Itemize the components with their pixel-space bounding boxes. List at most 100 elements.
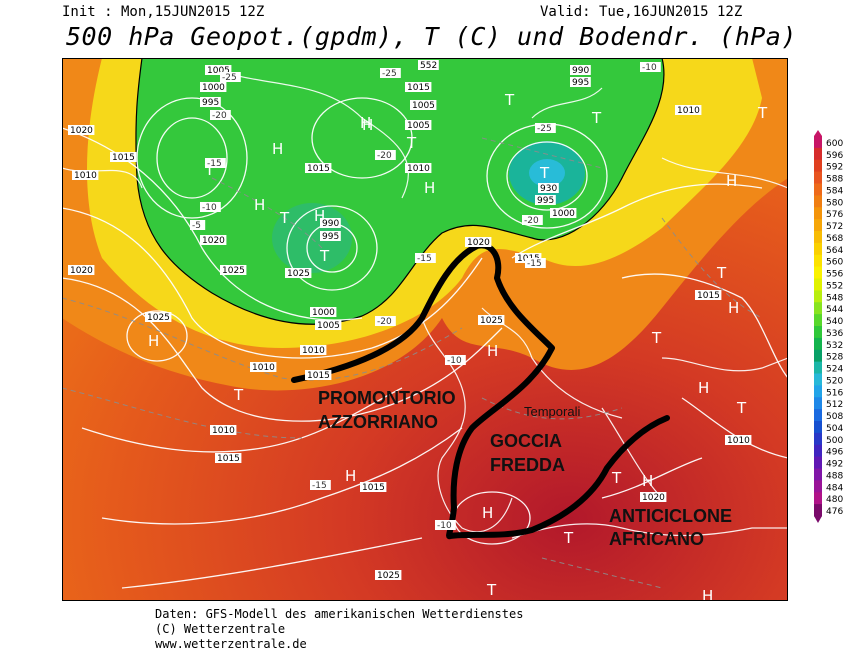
isobar-label: 1010 (677, 106, 700, 116)
low-center: T (591, 109, 602, 127)
legend-swatch (814, 147, 822, 161)
legend-tick: 524 (826, 365, 843, 375)
legend-swatch (814, 373, 822, 386)
isobar-label-bg (695, 290, 722, 300)
isobar-label: 1025 (147, 313, 170, 323)
isobar-label: 1000 (312, 308, 335, 318)
footer-line-2: (C) Wetterzentrale (155, 622, 286, 636)
isotherm-label-bg (535, 123, 556, 133)
isotherm-label-bg (200, 202, 221, 212)
isotherm-label: -20 (377, 317, 392, 327)
isobar-label: 1010 (302, 346, 325, 356)
isobar-label: 1015 (217, 454, 240, 464)
map-title: 500 hPa Geopot.(gpdm), T (C) und Bodendr… (66, 22, 797, 51)
isobar-label: 1010 (212, 426, 235, 436)
isotherm-label: -15 (417, 254, 432, 264)
legend-tick: 544 (826, 305, 843, 315)
isobar-label-bg (550, 208, 577, 218)
low-center: T (504, 91, 515, 109)
isobar-label-bg (250, 362, 277, 372)
high-center: H (482, 504, 493, 522)
isobar-label-bg (725, 435, 752, 445)
high-center: H (254, 196, 265, 214)
isobar-label-bg (360, 482, 387, 492)
high-center: H (726, 172, 737, 190)
legend-swatch (814, 444, 822, 458)
isotherm-label: -25 (382, 69, 397, 79)
legend-swatch (814, 468, 822, 481)
legend-swatch (814, 421, 822, 434)
isobar-label: 1010 (74, 171, 97, 181)
legend-swatch (814, 492, 822, 505)
legend-swatch (814, 290, 822, 303)
isotherm-label: -5 (192, 221, 201, 231)
isotherm-label: -15 (207, 159, 222, 169)
high-center: H (702, 587, 713, 601)
legend-tick: 476 (826, 507, 843, 517)
legend-tick: 536 (826, 329, 843, 339)
anticiclone-label-2: AFRICANO (609, 529, 704, 549)
legend-tick: 572 (826, 222, 843, 232)
high-center: H (642, 472, 653, 490)
isobar-label: 1025 (377, 571, 400, 581)
isobar-label: 1005 (412, 101, 435, 111)
legend-swatch (814, 314, 822, 327)
isotherm-label: -25 (222, 73, 237, 83)
legend-swatch (814, 171, 822, 184)
legend-tick: 512 (826, 400, 843, 410)
legend-swatch (814, 195, 822, 208)
isobar-label-bg (570, 65, 591, 75)
isotherm-label: -10 (642, 63, 657, 73)
isobar-label-bg (205, 65, 232, 75)
isotherm-label: -20 (212, 111, 227, 121)
isobar-label: 1010 (727, 436, 750, 446)
isobar-label: 1020 (70, 266, 93, 276)
isobar-label: 995 (322, 232, 339, 242)
valid-time-label: Valid: Tue,16JUN2015 12Z (540, 4, 743, 20)
isotherm-label-bg (435, 520, 456, 530)
low-center: T (279, 209, 290, 227)
isobar-label-bg (210, 425, 237, 435)
isotherm-label: -15 (527, 259, 542, 269)
legend-tick: 592 (826, 163, 843, 173)
legend-swatch (814, 349, 822, 363)
isotherm-label-bg (380, 68, 401, 78)
low-center: T (563, 529, 574, 547)
isobar-label: 990 (322, 219, 339, 229)
isotherm-label: -10 (447, 356, 462, 366)
isobar-label-bg (405, 120, 432, 130)
high-center: H (345, 467, 356, 485)
legend-tick: 568 (826, 234, 843, 244)
isotherm-label: -10 (202, 203, 217, 213)
hand-drawn-outlines (291, 242, 670, 540)
isotherm-label: -15 (312, 481, 327, 491)
isobar-label-bg (305, 163, 332, 173)
legend-tick: 520 (826, 376, 843, 386)
isobar-label-bg (405, 163, 432, 173)
legend-swatch (814, 219, 822, 232)
isobar-label: 995 (537, 196, 554, 206)
legend-tick: 500 (826, 436, 843, 446)
isobar-label-bg (145, 312, 172, 322)
isobar-label: 995 (572, 78, 589, 88)
isobar-label-bg (200, 97, 221, 107)
init-time-label: Init : Mon,15JUN2015 12Z (62, 4, 265, 20)
isobar-label: 1005 (207, 66, 230, 76)
promontorio-label-1: PROMONTORIO (318, 388, 456, 408)
legend-swatch (814, 409, 822, 422)
isobar-label: 1000 (202, 83, 225, 93)
legend-tick: 504 (826, 424, 843, 434)
legend-swatch (814, 136, 822, 149)
legend-tick: 484 (826, 483, 843, 493)
isobar-label-bg (320, 218, 341, 228)
isobar-labels: 1005 1000 995 1015 1010 1020 1025 990 995 1000 100… (68, 60, 752, 581)
legend-swatch (814, 480, 822, 493)
isobar-label-bg (72, 170, 99, 180)
isobar-label-bg (675, 105, 702, 115)
isobar-label-bg (285, 268, 312, 278)
isobar-label: 1015 (307, 371, 330, 381)
isobar-label-bg (538, 183, 559, 193)
isobar-label-bg (375, 570, 402, 580)
legend-tick: 552 (826, 281, 843, 291)
